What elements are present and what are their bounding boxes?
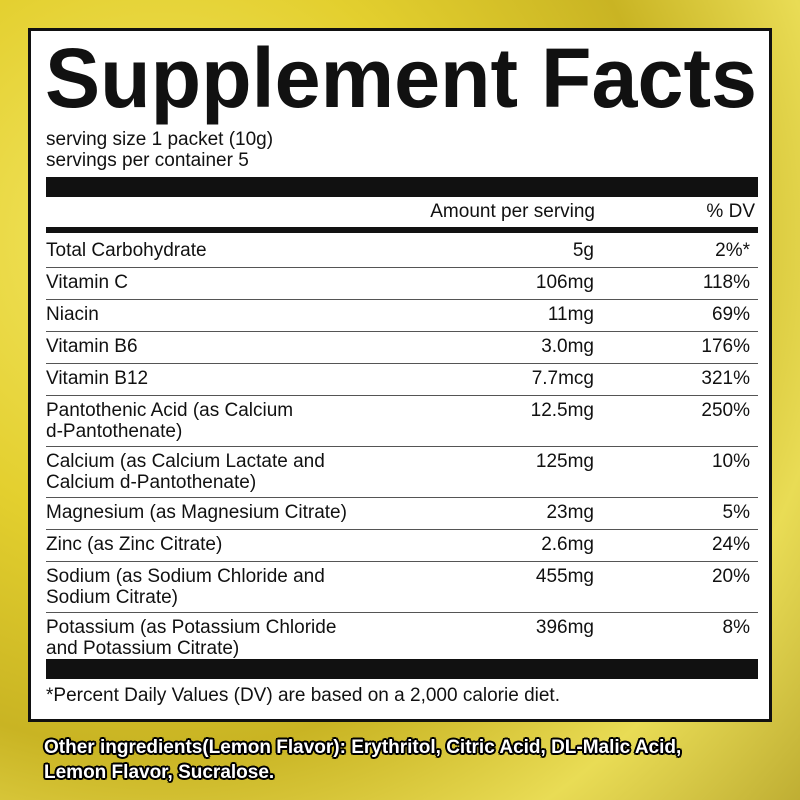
nutrient-row: Zinc (as Zinc Citrate) 2.6mg 24% xyxy=(46,530,758,562)
ingredients-line: Other ingredients(Lemon Flavor): Erythri… xyxy=(44,737,682,758)
daily-value: 250% xyxy=(701,400,750,421)
amount: 5g xyxy=(572,240,594,261)
nutrient-name: Vitamin C xyxy=(46,272,128,293)
nutrient-name-line: Sodium Citrate) xyxy=(46,587,178,608)
amount: 125mg xyxy=(535,451,594,472)
nutrient-name: Niacin xyxy=(46,304,99,325)
daily-value: 176% xyxy=(701,336,750,357)
nutrient-rows: Total Carbohydrate 5g 2%* Vitamin C 106mg 118… xyxy=(46,236,758,664)
amount: 455mg xyxy=(535,566,594,587)
nutrient-name: Vitamin B12 xyxy=(46,368,148,389)
serving-size: serving size 1 packet (10g) xyxy=(46,129,274,150)
daily-value: 69% xyxy=(711,304,750,325)
amount: 2.6mg xyxy=(541,534,594,555)
daily-value: 118% xyxy=(702,272,750,293)
nutrient-name-line: Vitamin B6 xyxy=(46,336,138,357)
nutrient-row: Calcium (as Calcium Lactate and Calcium d… xyxy=(46,447,758,498)
nutrient-name-line: Calcium d-Pantothenate) xyxy=(46,472,257,493)
header-amount: Amount per serving xyxy=(430,201,595,222)
nutrient-name-line: Vitamin C xyxy=(46,272,129,293)
nutrient-name: Sodium (as Sodium Chloride and Sodium Cit… xyxy=(46,566,325,608)
nutrient-row: Total Carbohydrate 5g 2%* xyxy=(46,236,758,268)
title-svg: Supplement Facts xyxy=(45,35,757,125)
nutrient-name-line: Pantothenic Acid (as Calcium xyxy=(46,400,294,421)
ingredients-line: Lemon Flavor, Sucralose. xyxy=(44,762,275,783)
nutrient-name-line: d-Pantothenate) xyxy=(46,421,183,442)
amount: 11mg xyxy=(547,304,594,325)
daily-value: 20% xyxy=(711,566,750,587)
nutrient-row: Pantothenic Acid (as Calcium d-Pantothena… xyxy=(46,396,758,447)
nutrient-name: Calcium (as Calcium Lactate and Calcium d… xyxy=(46,451,325,493)
nutrient-name: Magnesium (as Magnesium Citrate) xyxy=(46,502,347,523)
nutrient-name: Total Carbohydrate xyxy=(46,240,207,261)
amount: 23mg xyxy=(546,502,594,523)
footnote: *Percent Daily Values (DV) are based on … xyxy=(46,685,560,706)
amount: 12.5mg xyxy=(530,400,594,421)
facts-panel: Supplement Facts serving size 1 packet (… xyxy=(28,28,772,722)
amount: 3.0mg xyxy=(541,336,594,357)
header-bar xyxy=(46,227,758,233)
nutrient-row: Magnesium (as Magnesium Citrate) 23mg 5% xyxy=(46,498,758,530)
nutrient-row: Vitamin B12 7.7mcg 321% xyxy=(46,364,758,396)
nutrient-name-line: Sodium (as Sodium Chloride and xyxy=(46,566,325,587)
title: Supplement Facts xyxy=(45,35,757,125)
nutrient-name-line: Magnesium (as Magnesium Citrate) xyxy=(46,502,347,523)
header-dv: % DV xyxy=(706,201,755,222)
nutrient-name: Zinc (as Zinc Citrate) xyxy=(46,534,222,555)
nutrient-name-line: Calcium (as Calcium Lactate and xyxy=(46,451,325,472)
daily-value: 321% xyxy=(701,368,750,389)
nutrient-name-line: and Potassium Citrate) xyxy=(46,638,240,659)
nutrient-row: Niacin 11mg 69% xyxy=(46,300,758,332)
nutrient-row: Sodium (as Sodium Chloride and Sodium Cit… xyxy=(46,562,758,613)
daily-value: 8% xyxy=(722,617,750,638)
nutrient-row: Vitamin B6 3.0mg 176% xyxy=(46,332,758,364)
nutrient-name-line: Potassium (as Potassium Chloride xyxy=(46,617,337,638)
nutrient-name: Potassium (as Potassium Chloride and Pota… xyxy=(46,617,336,659)
nutrient-row: Potassium (as Potassium Chloride and Pota… xyxy=(46,613,758,664)
nutrient-name: Vitamin B6 xyxy=(46,336,138,357)
amount: 106mg xyxy=(535,272,594,293)
nutrient-row: Vitamin C 106mg 118% xyxy=(46,268,758,300)
nutrient-name-line: Vitamin B12 xyxy=(46,368,149,389)
daily-value: 24% xyxy=(711,534,750,555)
daily-value: 5% xyxy=(722,502,750,523)
thick-bar xyxy=(46,177,758,197)
nutrient-name: Pantothenic Acid (as Calcium d-Pantothena… xyxy=(46,400,293,442)
nutrient-name-line: Niacin xyxy=(46,304,99,325)
amount: 7.7mcg xyxy=(531,368,594,389)
bottom-bar xyxy=(46,659,758,679)
nutrient-name-line: Zinc (as Zinc Citrate) xyxy=(46,534,223,555)
servings-per-container: servings per container 5 xyxy=(46,150,249,171)
nutrient-name-line: Total Carbohydrate xyxy=(46,240,207,261)
amount: 396mg xyxy=(535,617,594,638)
daily-value: 10% xyxy=(711,451,750,472)
other-ingredients: Other ingredients(Lemon Flavor): Erythri… xyxy=(44,735,681,785)
daily-value: 2%* xyxy=(715,240,750,261)
